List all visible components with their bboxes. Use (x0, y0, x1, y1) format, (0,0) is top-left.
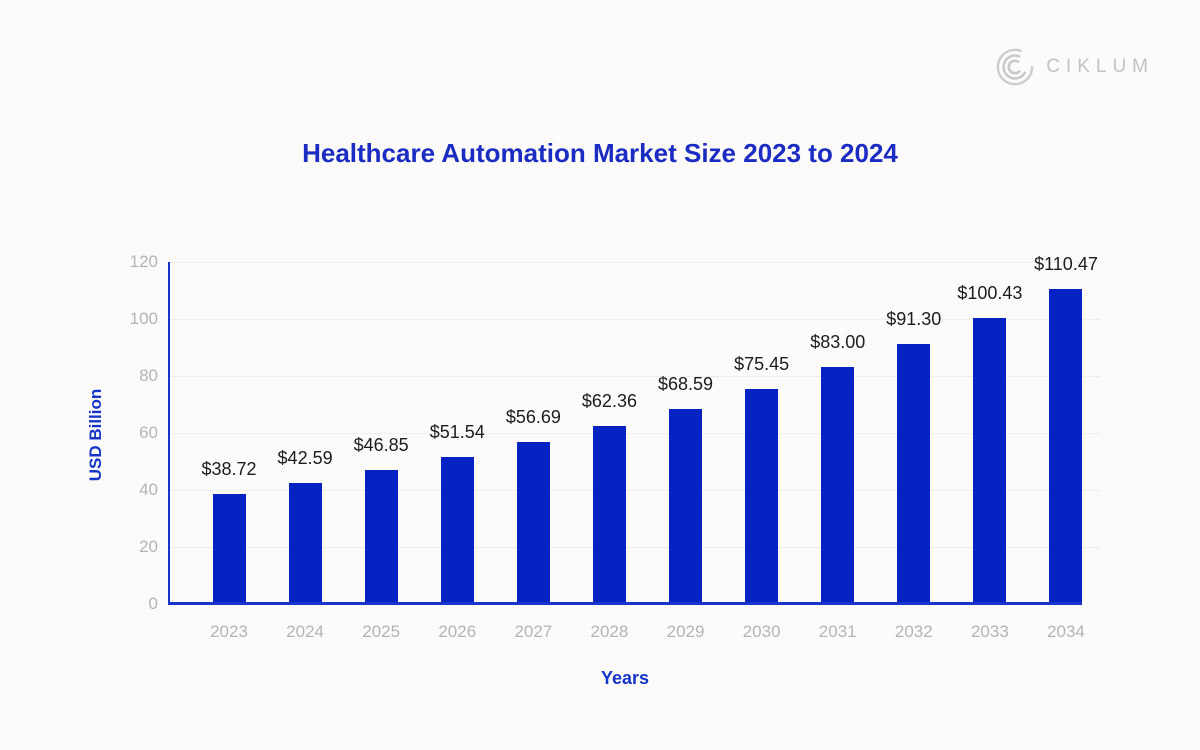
brand-logo: CIKLUM (994, 46, 1154, 88)
chart-title: Healthcare Automation Market Size 2023 t… (302, 138, 898, 168)
gridline-20 (168, 546, 1100, 548)
x-axis-tick-label-2024: 2024 (286, 622, 324, 641)
x-axis-tick-label-2033: 2033 (970, 622, 1009, 641)
bar-2033 (973, 317, 1007, 604)
x-axis-tick-label-2026: 2026 (438, 622, 477, 641)
y-axis-tick-label-40: 40 (139, 480, 158, 499)
x-axis-tick-label-2025: 2025 (362, 622, 401, 641)
bar-value-label-2024: $42.59 (277, 447, 333, 468)
x-axis-line (168, 602, 1082, 605)
x-axis-tick-label-2028: 2028 (590, 622, 629, 641)
bar-2029 (669, 408, 703, 604)
gridline-120 (168, 261, 1100, 263)
y-axis-tick-label-120: 120 (129, 252, 158, 271)
bar-2027 (516, 442, 550, 604)
gridline-40 (168, 489, 1100, 491)
x-axis-tick-label-2034: 2034 (1047, 622, 1085, 641)
bar-2026 (440, 457, 474, 604)
bar-value-label-2029: $68.59 (658, 373, 714, 394)
bar-2028 (592, 426, 626, 604)
bar-value-label-2030: $75.45 (734, 353, 790, 374)
y-axis-tick-label-20: 20 (139, 537, 158, 556)
bar-2025 (364, 470, 398, 604)
y-axis-tick-label-60: 60 (139, 423, 158, 442)
y-axis-tick-label-100: 100 (129, 309, 158, 328)
bar-2032 (897, 343, 931, 604)
gridline-80 (168, 375, 1100, 377)
x-axis-tick-label-2032: 2032 (894, 622, 933, 641)
x-axis-tick-label-2023: 2023 (210, 622, 248, 641)
x-axis-title: Years (600, 668, 650, 688)
bar-value-label-2026: $51.54 (429, 422, 485, 443)
x-axis-tick-label-2030: 2030 (742, 622, 781, 641)
x-axis-tick-label-2029: 2029 (666, 622, 705, 641)
bar-value-label-2025: $46.85 (353, 435, 409, 456)
brand-logo-text: CIKLUM (1046, 56, 1154, 77)
x-axis-tick-label-2031: 2031 (818, 622, 857, 641)
y-axis-line (168, 262, 170, 604)
y-axis-tick-label-80: 80 (139, 366, 158, 385)
y-axis-tick-label-0: 0 (148, 594, 158, 613)
bar-value-label-2023: $38.72 (201, 458, 257, 479)
bar-value-label-2032: $91.30 (886, 308, 942, 329)
bar-2024 (288, 482, 322, 604)
bar-value-label-2031: $83.00 (810, 332, 866, 353)
bar-value-label-2033: $100.43 (957, 282, 1023, 303)
bar-2030 (745, 388, 779, 604)
bar-2034 (1049, 289, 1083, 604)
bar-value-label-2028: $62.36 (581, 391, 637, 412)
plot-area: 0 20 40 60 80 100 120 $38.72 2023 $42.59 2024 $46.8… (130, 252, 1100, 641)
bar-value-label-2034: $110.47 (1034, 254, 1098, 275)
bar-2031 (821, 367, 855, 604)
bar-2023 (212, 493, 246, 604)
ciklum-logo-icon (996, 48, 1034, 86)
bar-value-label-2027: $56.69 (505, 407, 561, 428)
gridline-100 (168, 318, 1100, 320)
gridline-60 (168, 432, 1100, 434)
x-axis-tick-label-2027: 2027 (514, 622, 553, 641)
